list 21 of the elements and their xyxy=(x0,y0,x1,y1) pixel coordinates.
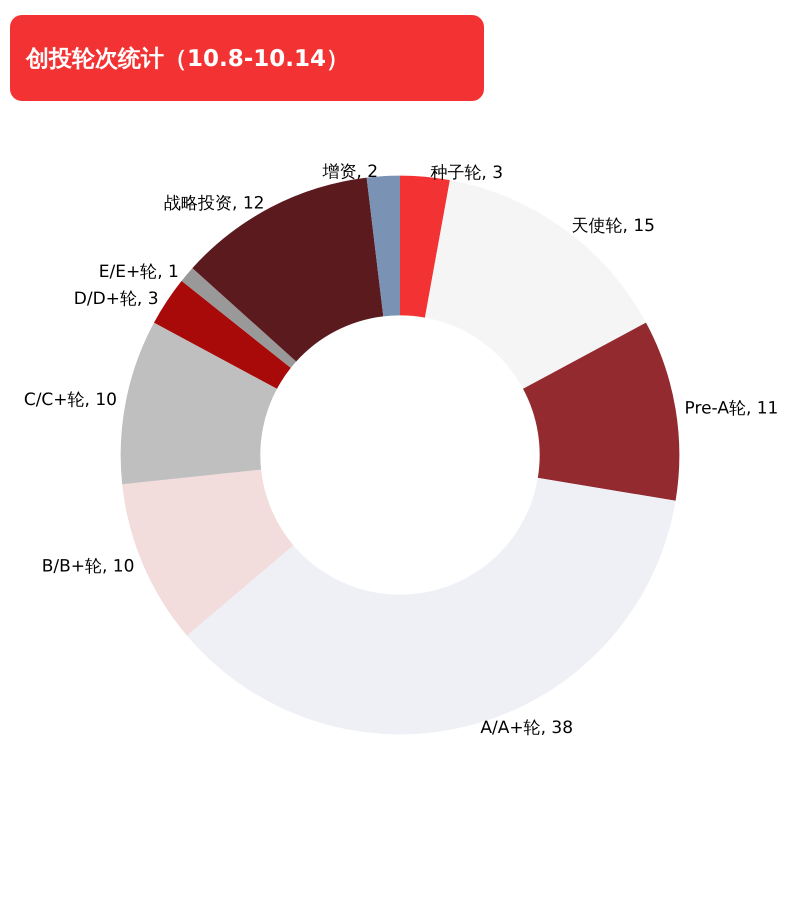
slice-label: 种子轮 xyxy=(430,162,482,183)
data-label: , 38 xyxy=(540,718,574,738)
data-label: , 3 xyxy=(136,288,159,309)
slice-label: 战略投资 xyxy=(164,193,232,214)
slice-label: D/D+轮 xyxy=(74,288,137,309)
data-label: , 1 xyxy=(157,262,179,282)
data-label: , 10 xyxy=(84,390,117,410)
chart-title: 创投轮次统计（10.8-10.14） xyxy=(10,15,484,101)
data-label: , 2 xyxy=(356,162,378,182)
data-label: , 11 xyxy=(746,398,778,419)
slice-label: B/B+轮 xyxy=(42,556,102,576)
slice-label: C/C+轮 xyxy=(24,390,85,410)
slice-label: E/E+轮 xyxy=(98,262,158,282)
data-label: , 10 xyxy=(102,556,134,576)
data-label: , 3 xyxy=(481,162,504,183)
slice-label: 增资 xyxy=(321,162,356,182)
slice-label: 天使轮 xyxy=(572,216,623,236)
slice-label: A/A+轮 xyxy=(480,718,541,738)
data-label: , 15 xyxy=(622,216,656,236)
slice-label: Pre-A轮 xyxy=(684,398,746,419)
data-label: , 12 xyxy=(232,193,264,214)
